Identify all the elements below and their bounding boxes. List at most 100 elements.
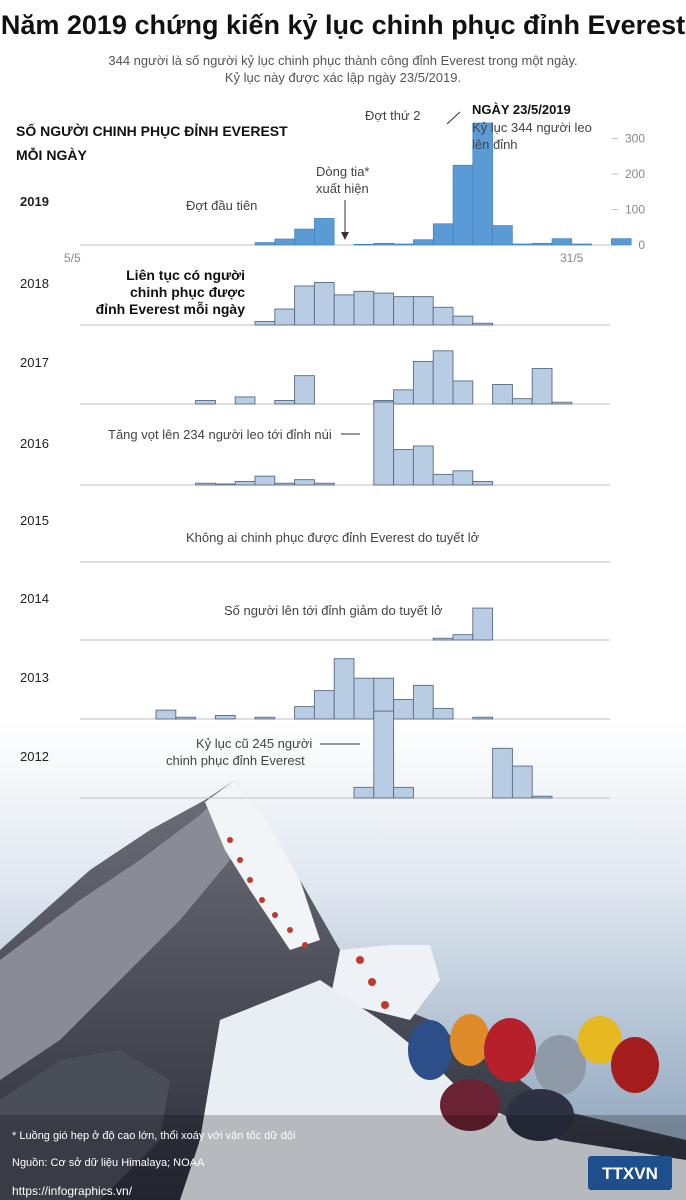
annotation-2018-line-1: Liên tục có người (126, 267, 245, 283)
chart-title-line-1: SỐ NGƯỜI CHINH PHỤC ĐỈNH EVEREST (16, 122, 288, 139)
bar-2013-21 (393, 699, 414, 720)
website-link[interactable]: https://infographics.vn/ (12, 1184, 133, 1198)
page-title: Năm 2019 chứng kiến kỷ lục chinh phục đỉ… (0, 10, 686, 40)
bar-2016-15 (274, 482, 296, 486)
bar-2013-14 (254, 716, 276, 720)
bar-2018-19 (353, 290, 375, 326)
bar-2013-22 (412, 684, 434, 720)
bar-2016-24 (452, 470, 474, 486)
year-label-2015: 2015 (20, 513, 49, 528)
bar-2019-15 (274, 238, 295, 246)
bar-2019-19 (353, 243, 375, 246)
bar-2018-20 (373, 292, 395, 326)
y-tick-label-0: 0 (638, 238, 645, 252)
annotation-2016: Tăng vọt lên 234 người leo tới đỉnh núi (108, 427, 332, 442)
bar-2018-15 (274, 308, 296, 326)
subtitle-line-1: 344 người là số người kỷ lục chinh phục … (108, 53, 578, 68)
y-tick-label-100: 100 (625, 203, 645, 217)
bar-2014-23 (432, 637, 454, 641)
annotation-2015: Không ai chinh phục được đỉnh Everest do… (186, 530, 480, 545)
bar-2017-22 (412, 360, 434, 405)
x-label-start: 5/5 (64, 251, 81, 265)
bar-2018-18 (333, 294, 355, 326)
y-tick-label-200: 200 (625, 167, 645, 181)
bar-2018-21 (393, 296, 414, 326)
jet-stream-arrow-head (341, 232, 349, 240)
chart-title-line-2: MỖI NGÀY (16, 146, 87, 163)
bar-2016-13 (234, 481, 256, 486)
record-day-pointer (446, 111, 461, 125)
bar-2017-23 (432, 350, 454, 405)
bar-2019-16 (294, 228, 315, 246)
bar-2016-14 (254, 475, 276, 486)
bar-2019-14 (254, 242, 276, 246)
bar-2018-24 (452, 315, 474, 326)
ttxvn-logo-mark: TTXVN (588, 1156, 672, 1190)
bar-2019-32 (611, 238, 632, 246)
bar-2013-25 (472, 716, 494, 720)
bar-2016-23 (432, 473, 454, 486)
bar-2018-25 (472, 322, 494, 326)
bar-2019-30 (571, 243, 592, 246)
annotation-record-line-2: lên đỉnh (472, 137, 518, 152)
subtitle-line-2: Kỷ lục này được xác lập ngày 23/5/2019. (224, 70, 462, 85)
bar-2017-28 (531, 368, 553, 405)
bar-2019-28 (531, 242, 553, 246)
bar-2014-25 (472, 607, 494, 641)
annotation-second-wave: Đợt thứ 2 (365, 108, 421, 123)
annotation-2018-line-3: đỉnh Everest mỗi ngày (96, 301, 246, 317)
bar-2016-22 (412, 445, 434, 486)
bar-2016-16 (294, 479, 315, 486)
bar-2012-20 (373, 710, 395, 799)
everest-photo-illustration (0, 720, 686, 1200)
bar-2019-23 (432, 223, 454, 246)
annotation-jet-stream-line-1: Dòng tia* (316, 164, 369, 179)
bar-2018-22 (412, 296, 434, 326)
bar-2017-16 (294, 375, 315, 405)
chart-labels: 2019 2018 2017 2016 2015 2014 2013 2012 0 100 200 3… (20, 132, 645, 764)
bar-2012-21 (393, 786, 414, 799)
bar-2017-13 (234, 396, 256, 405)
bar-2013-19 (353, 677, 375, 720)
ttxvn-logo: TTXVN (588, 1156, 672, 1190)
bar-2018-23 (432, 306, 454, 326)
year-label-2016: 2016 (20, 436, 49, 451)
year-label-2013: 2013 (20, 670, 49, 685)
bar-2017-24 (452, 380, 474, 405)
bar-2018-16 (294, 285, 315, 326)
bar-2019-24 (452, 164, 474, 246)
page-subtitle: 344 người là số người kỷ lục chinh phục … (0, 52, 686, 86)
bar-2019-20 (373, 242, 394, 246)
bar-2019-17 (314, 218, 335, 246)
year-label-2012: 2012 (20, 749, 49, 764)
bar-2014-24 (452, 634, 474, 641)
annotation-record-line-1: Kỷ lục 344 người leo (472, 120, 592, 135)
annotation-2012-line-1: Kỷ lục cũ 245 người (196, 736, 312, 751)
annotation-first-wave: Đợt đầu tiên (186, 198, 257, 213)
bar-2019-26 (492, 225, 513, 246)
everest-summits-chart: SỐ NGƯỜI CHINH PHỤC ĐỈNH EVEREST MỖI NGÀ… (16, 102, 645, 799)
bar-2019-22 (413, 239, 434, 246)
bar-2017-15 (274, 400, 296, 405)
bar-2012-19 (353, 786, 375, 799)
everest-photo (0, 720, 686, 1200)
chart-bars (155, 122, 632, 799)
bar-2013-10 (175, 716, 197, 720)
bar-2016-11 (195, 482, 216, 486)
year-label-2017: 2017 (20, 355, 49, 370)
bar-2016-21 (393, 449, 414, 486)
bar-2013-17 (313, 690, 335, 720)
bar-2016-12 (214, 483, 236, 486)
ttxvn-logo-text: TTXVN (602, 1164, 658, 1183)
bar-2019-25 (472, 122, 493, 246)
bar-2017-29 (551, 401, 573, 405)
bar-2012-27 (511, 765, 533, 799)
bar-2012-26 (492, 747, 513, 799)
bar-2013-12 (214, 715, 236, 720)
bar-2013-18 (333, 658, 355, 720)
year-label-2019: 2019 (20, 194, 49, 209)
bar-2017-21 (393, 389, 414, 405)
bar-2017-26 (492, 384, 513, 405)
bar-2017-11 (195, 400, 216, 405)
bar-2016-17 (313, 482, 335, 486)
